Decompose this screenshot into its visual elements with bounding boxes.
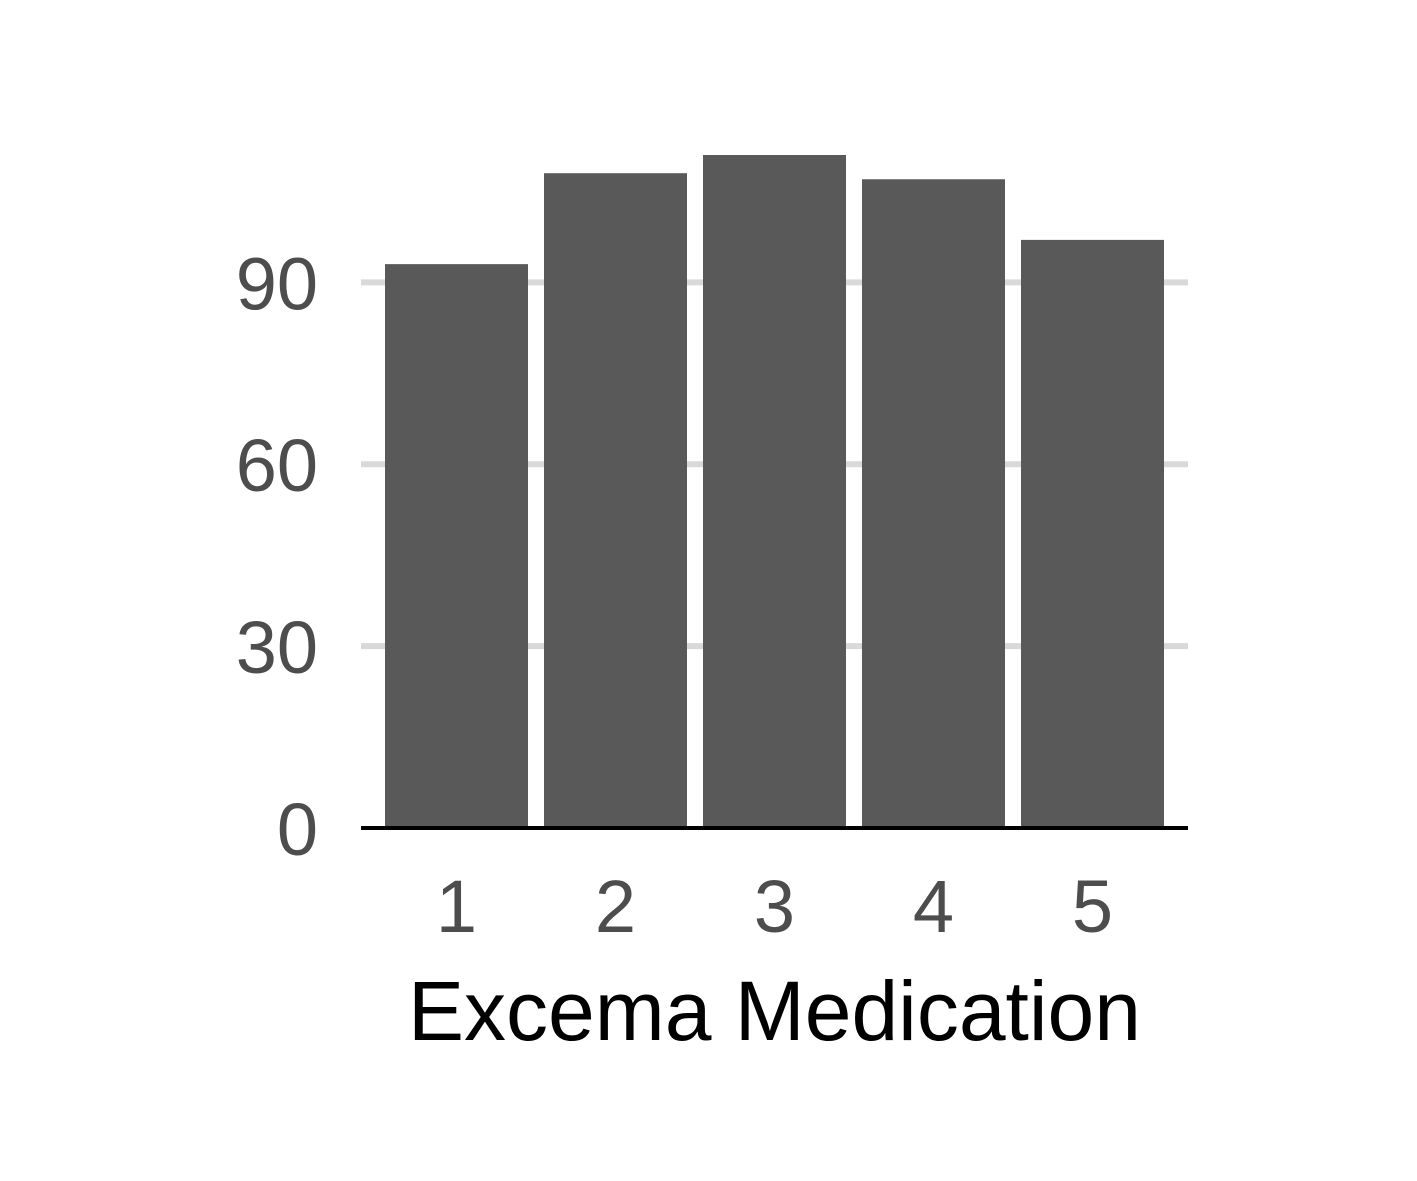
y-tick-label-60: 60	[236, 424, 318, 507]
x-tick-label-2: 2	[595, 865, 636, 948]
y-tick-label-0: 0	[277, 788, 318, 871]
x-tick-label-4: 4	[913, 865, 954, 948]
bar-3	[703, 155, 846, 828]
x-tick-label-3: 3	[754, 865, 795, 948]
bar-1	[385, 264, 528, 828]
x-tick-label-5: 5	[1072, 865, 1113, 948]
y-axis-tick-labels: 0 30 60 90	[236, 242, 318, 871]
x-axis-title: Excema Medication	[408, 964, 1141, 1058]
bar-2	[544, 173, 687, 828]
x-tick-label-1: 1	[436, 865, 477, 948]
x-axis-tick-labels: 1 2 3 4 5	[436, 865, 1113, 948]
y-tick-label-30: 30	[236, 606, 318, 689]
bars	[385, 155, 1164, 829]
bar-4	[862, 179, 1005, 828]
bar-5	[1021, 239, 1164, 829]
y-tick-label-90: 90	[236, 242, 318, 325]
